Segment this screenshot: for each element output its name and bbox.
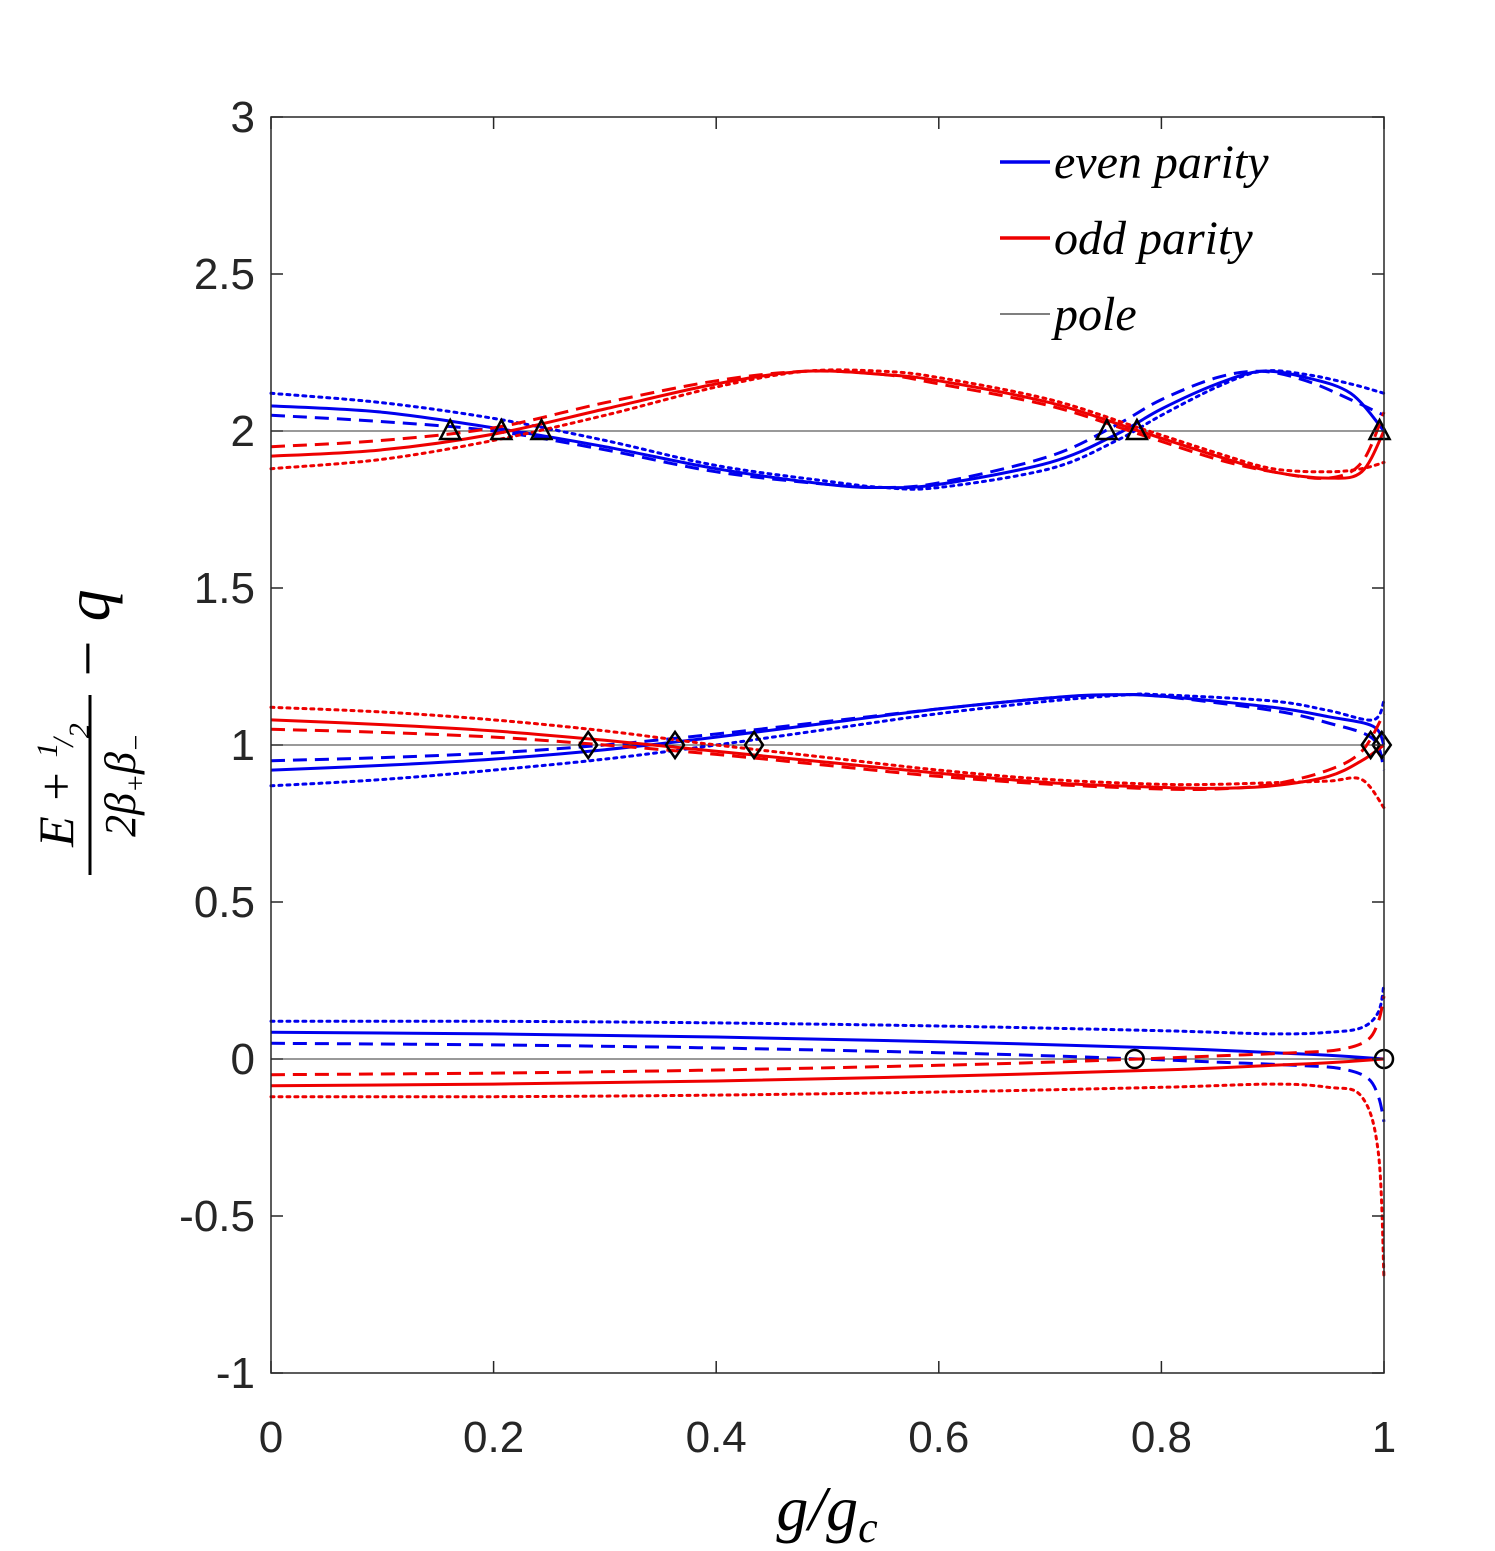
series-8 bbox=[269, 692, 1386, 788]
y-tick-label: 1.5 bbox=[194, 564, 255, 613]
markers bbox=[438, 417, 1395, 1070]
marker-circle-0 bbox=[1124, 1048, 1145, 1070]
series-14 bbox=[269, 369, 1386, 491]
x-label-g: g/g bbox=[776, 1473, 858, 1544]
series-1 bbox=[270, 1041, 1386, 1123]
series-5 bbox=[269, 1082, 1386, 1281]
y-tick-label: -1 bbox=[216, 1349, 255, 1398]
series-4 bbox=[270, 995, 1386, 1077]
legend-label-odd: odd parity bbox=[1054, 212, 1253, 265]
x-tick-label: 0 bbox=[259, 1413, 283, 1462]
y-tick-label: 2.5 bbox=[194, 250, 255, 299]
y-tick-label: 0.5 bbox=[194, 878, 255, 927]
marker-triangle-7 bbox=[438, 417, 463, 441]
y-tick-label: 2 bbox=[231, 407, 255, 456]
series-17 bbox=[269, 368, 1386, 474]
series-2 bbox=[269, 982, 1386, 1036]
y-tick-label: 0 bbox=[231, 1035, 255, 1084]
series-9 bbox=[270, 718, 1385, 790]
marker-triangle-9 bbox=[529, 417, 554, 441]
x-label-subscript: c bbox=[858, 1503, 878, 1551]
series-3 bbox=[270, 1057, 1385, 1088]
marker-diamond-4 bbox=[743, 729, 765, 761]
marker-diamond-2 bbox=[577, 729, 599, 761]
x-tick-label: 1 bbox=[1372, 1413, 1396, 1462]
legend: even parity odd parity pole bbox=[1000, 136, 1269, 341]
marker-triangle-11 bbox=[1124, 417, 1149, 441]
x-tick-label: 0.8 bbox=[1131, 1413, 1192, 1462]
x-ticks: 0 0.2 0.4 0.6 0.8 1 bbox=[259, 117, 1396, 1462]
y-ticks: -1 -0.5 0 0.5 1 1.5 2 2.5 3 bbox=[179, 93, 1384, 1398]
series-16 bbox=[270, 369, 1386, 480]
y-axis-label: E + 1/2 2β+β− − q bbox=[28, 589, 152, 875]
y-tick-label: -0.5 bbox=[179, 1192, 255, 1241]
x-tick-label: 0.4 bbox=[686, 1413, 747, 1462]
marker-triangle-8 bbox=[489, 417, 514, 441]
x-tick-label: 0.2 bbox=[463, 1413, 524, 1462]
marker-diamond-6 bbox=[1371, 729, 1393, 761]
y-label-denominator: 2β+β− bbox=[96, 733, 152, 837]
marker-diamond-3 bbox=[664, 729, 686, 761]
series-7 bbox=[270, 692, 1386, 771]
y-label-numerator: E + 1/2 bbox=[28, 723, 96, 848]
legend-label-even: even parity bbox=[1054, 136, 1269, 189]
legend-label-pole: pole bbox=[1051, 288, 1137, 341]
y-tick-label: 3 bbox=[231, 93, 255, 142]
marker-triangle-10 bbox=[1094, 417, 1119, 441]
series-10 bbox=[270, 712, 1386, 792]
y-tick-label: 1 bbox=[231, 721, 255, 770]
series-11 bbox=[269, 705, 1386, 810]
x-tick-label: 0.6 bbox=[908, 1413, 969, 1462]
y-label-minus-q: − q bbox=[52, 589, 123, 680]
x-axis-label: g/gc bbox=[776, 1473, 878, 1551]
